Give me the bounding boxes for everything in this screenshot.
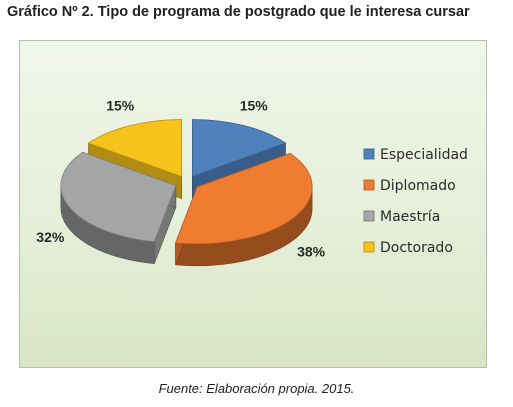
pie-slice-top [175,152,313,245]
legend-entry-maestría: Maestría [363,209,440,225]
legend-swatch [363,241,375,253]
pie-slice-maestría [60,151,177,264]
data-label-maestría: 32% [36,229,65,245]
legend-label: Especialidad [380,147,468,163]
legend-entry-especialidad: Especialidad [363,147,468,163]
pie-slice-top [192,119,287,178]
source-note: Fuente: Elaboración propia. 2015. [158,381,355,396]
pie-chart: 15% 38% 32% 15% Especialidad Diplomado Maestr… [36,97,468,267]
data-label-especialidad: 15% [240,97,269,113]
data-label-doctorado: 15% [106,97,135,113]
legend-label: Maestría [380,209,440,225]
pie-slice-top [60,151,177,243]
legend-entry-doctorado: Doctorado [363,240,453,256]
figure-title: Gráfico Nº 2. Tipo de programa de postgr… [7,4,470,20]
legend-swatch [363,179,375,191]
pie-slice-diplomado [175,152,313,267]
legend-swatch [363,148,375,160]
legend-label: Doctorado [380,240,453,256]
chart-area: 15% 38% 32% 15% Especialidad Diplomado Maestr… [19,40,487,368]
legend-entry-diplomado: Diplomado [363,178,456,194]
legend-label: Diplomado [380,178,456,194]
data-label-diplomado: 38% [297,244,326,260]
legend-swatch [363,210,375,222]
pie-slice-top [87,119,182,178]
